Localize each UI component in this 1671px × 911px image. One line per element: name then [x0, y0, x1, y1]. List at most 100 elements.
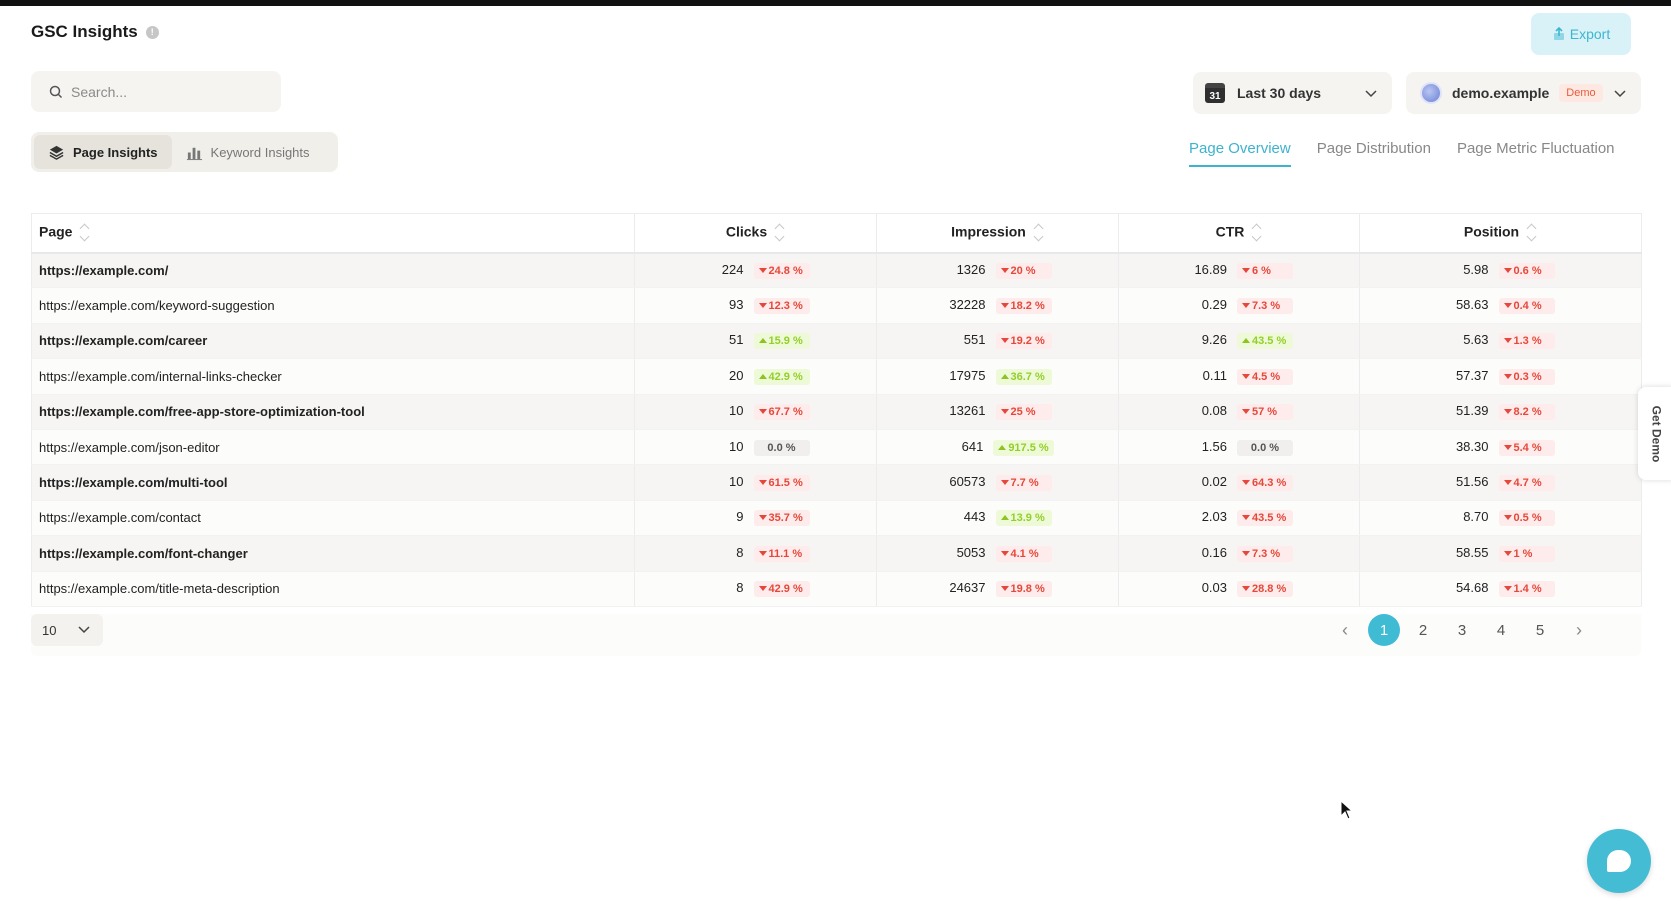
table-row[interactable]: https://example.com/224 24.8 % 1326 20 % 16.…	[31, 252, 1642, 289]
date-range-select[interactable]: 31 Last 30 days	[1193, 72, 1392, 114]
table-row[interactable]: https://example.com/multi-tool 10 61.5 % 60…	[31, 464, 1642, 501]
page-button-5[interactable]: 5	[1535, 621, 1545, 639]
page-insights-button[interactable]: Page Insights	[34, 135, 172, 169]
impression-value: 24637	[949, 580, 986, 596]
table-row[interactable]: https://example.com/career 51 15.9 % 551 19.…	[31, 323, 1642, 360]
page-url[interactable]: https://example.com/contact	[31, 500, 635, 537]
impression-value: 641	[961, 438, 984, 454]
page-url[interactable]: https://example.com/	[31, 252, 635, 289]
impression-change-text: 7.7 %	[1010, 477, 1039, 490]
ctr-change-badge: 6 %	[1237, 262, 1293, 279]
clicks-change-badge: 12.3 %	[753, 298, 810, 315]
get-demo-tab[interactable]: Get Demo	[1638, 387, 1671, 480]
column-header-clicks[interactable]: Clicks	[634, 213, 877, 254]
arrow-down-icon	[1503, 444, 1512, 450]
impression-change-text: 13.9 %	[1010, 512, 1045, 525]
keyword-insights-label: Keyword Insights	[210, 144, 310, 160]
position-value: 38.30	[1455, 438, 1489, 454]
search-box[interactable]	[31, 71, 281, 112]
impression-cell: 60573 7.7 %	[876, 464, 1119, 501]
tab-page-distribution[interactable]: Page Distribution	[1316, 140, 1431, 157]
position-value: 57.37	[1455, 367, 1489, 383]
clicks-change-text: 11.1 %	[768, 547, 803, 560]
sort-icon[interactable]	[1527, 222, 1537, 242]
tab-page-overview[interactable]: Page Overview	[1189, 140, 1291, 167]
page-button-3[interactable]: 3	[1457, 621, 1467, 639]
impression-change-badge: 4.1 %	[995, 545, 1052, 562]
chat-button[interactable]	[1587, 829, 1651, 893]
impression-value: 1326	[956, 261, 986, 277]
page-url[interactable]: https://example.com/multi-tool	[31, 464, 635, 501]
sort-icon[interactable]	[775, 222, 785, 242]
impression-change-text: 25 %	[1010, 406, 1036, 419]
impression-change-text: 917.5 %	[1008, 441, 1049, 454]
page-url[interactable]: https://example.com/json-editor	[31, 429, 635, 466]
next-page-button[interactable]: ›	[1576, 619, 1582, 640]
prev-page-button[interactable]: ‹	[1342, 619, 1348, 640]
sort-icon[interactable]	[1034, 222, 1044, 242]
ctr-change-badge: 7.3 %	[1237, 545, 1293, 562]
page-url[interactable]: https://example.com/title-meta-descripti…	[31, 571, 635, 607]
impression-change-text: 20 %	[1010, 264, 1036, 277]
chat-bubble-icon	[1607, 850, 1631, 872]
clicks-change-badge: 42.9 %	[753, 581, 810, 598]
ctr-change-badge: 7.3 %	[1237, 298, 1293, 315]
arrow-down-icon	[758, 515, 767, 521]
ctr-change-badge: 64.3 %	[1237, 475, 1293, 492]
page-button-1[interactable]: 1	[1368, 614, 1400, 646]
clicks-value: 93	[729, 297, 744, 313]
column-header-impression[interactable]: Impression	[876, 213, 1119, 254]
position-cell: 58.63 0.4 %	[1359, 287, 1642, 324]
arrow-down-icon	[1503, 303, 1512, 309]
page-url[interactable]: https://example.com/keyword-suggestion	[31, 287, 635, 324]
table-row[interactable]: https://example.com/json-editor 10 0.0 % 64…	[31, 429, 1642, 466]
page-url[interactable]: https://example.com/font-changer	[31, 535, 635, 572]
sort-icon[interactable]	[80, 222, 90, 242]
arrow-down-icon	[1242, 409, 1250, 415]
ctr-cell: 0.16 7.3 %	[1118, 535, 1360, 572]
page-url[interactable]: https://example.com/free-app-store-optim…	[31, 394, 635, 430]
table-row[interactable]: https://example.com/internal-links-check…	[31, 358, 1642, 395]
ctr-cell: 16.89 6 %	[1118, 252, 1360, 289]
ctr-change-text: 43.5 %	[1252, 512, 1287, 525]
clicks-value: 8	[736, 580, 744, 596]
page-button-2[interactable]: 2	[1418, 621, 1428, 639]
table-row[interactable]: https://example.com/title-meta-descripti…	[31, 571, 1642, 607]
table-row[interactable]: https://example.com/contact 9 35.7 % 443 13.…	[31, 500, 1642, 537]
chevron-down-icon	[78, 626, 90, 634]
column-header-position[interactable]: Position	[1359, 213, 1642, 254]
clicks-change-badge: 42.9 %	[753, 368, 810, 385]
tab-page-metric-fluctuation[interactable]: Page Metric Fluctuation	[1456, 140, 1615, 157]
position-change-badge: 5.4 %	[1498, 439, 1555, 456]
clicks-change-text: 0.0 %	[767, 441, 796, 454]
table-row[interactable]: https://example.com/free-app-store-optim…	[31, 394, 1642, 430]
ctr-value: 0.16	[1201, 544, 1227, 560]
column-header-page[interactable]: Page	[31, 213, 635, 254]
clicks-value: 8	[736, 544, 744, 560]
ctr-change-text: 43.5 %	[1252, 335, 1287, 348]
pagination-bar: 10 ‹ 1 2 3 4 5 ›	[31, 614, 1641, 656]
export-button[interactable]: Export	[1531, 13, 1631, 55]
page-url[interactable]: https://example.com/career	[31, 323, 635, 360]
ctr-value: 0.29	[1201, 297, 1227, 313]
impression-change-text: 4.1 %	[1010, 547, 1039, 560]
page-button-4[interactable]: 4	[1496, 621, 1506, 639]
table-row[interactable]: https://example.com/keyword-suggestion 93…	[31, 287, 1642, 324]
position-cell: 58.55 1 %	[1359, 535, 1642, 572]
table-row[interactable]: https://example.com/font-changer 8 11.1 % 5…	[31, 535, 1642, 572]
impression-change-badge: 25 %	[995, 404, 1052, 421]
search-input[interactable]	[71, 83, 261, 100]
impression-cell: 551 19.2 %	[876, 323, 1119, 360]
page-url[interactable]: https://example.com/internal-links-check…	[31, 358, 635, 395]
clicks-cell: 224 24.8 %	[634, 252, 877, 289]
keyword-insights-button[interactable]: Keyword Insights	[172, 135, 324, 169]
arrow-down-icon	[1503, 409, 1512, 415]
sort-icon[interactable]	[1252, 222, 1262, 242]
column-header-ctr[interactable]: CTR	[1118, 213, 1360, 254]
impression-change-badge: 7.7 %	[995, 475, 1052, 492]
info-icon[interactable]: !	[145, 25, 159, 39]
page-size-select[interactable]: 10	[31, 614, 103, 646]
site-select[interactable]: demo.example Demo	[1406, 72, 1641, 114]
arrow-down-icon	[1503, 480, 1512, 486]
bar-chart-icon	[186, 147, 202, 160]
